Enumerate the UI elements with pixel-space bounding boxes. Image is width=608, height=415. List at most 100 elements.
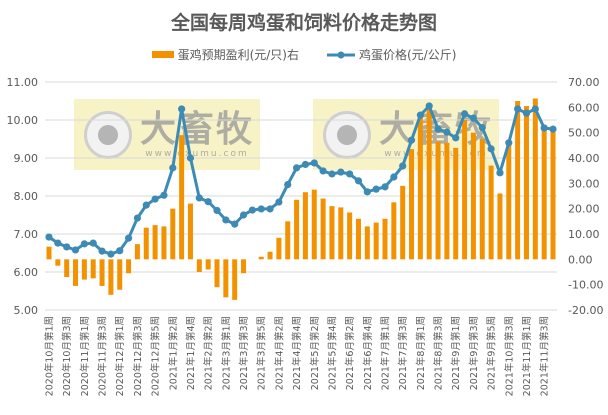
egg-price-marker bbox=[487, 145, 495, 153]
profit-bar bbox=[117, 259, 123, 290]
profit-bar bbox=[232, 259, 238, 300]
egg-price-marker bbox=[89, 239, 97, 247]
profit-bar bbox=[550, 127, 556, 260]
egg-price-marker bbox=[452, 134, 460, 142]
egg-price-marker bbox=[151, 195, 159, 203]
left-axis-tick: 8.00 bbox=[14, 190, 39, 203]
x-axis-tick: 2021年4月第4周 bbox=[291, 316, 303, 390]
egg-price-marker bbox=[292, 164, 301, 172]
egg-price-marker bbox=[133, 214, 142, 222]
left-axis-tick: 5.00 bbox=[14, 304, 39, 317]
watermark-url: www.dxumu.com bbox=[145, 148, 249, 159]
egg-price-marker bbox=[399, 162, 407, 170]
legend-item-profit: 蛋鸡预期盈利(元/只)右 bbox=[151, 46, 299, 63]
profit-bar bbox=[179, 135, 185, 260]
profit-bar bbox=[409, 149, 415, 260]
right-axis-tick: 50.00 bbox=[568, 127, 600, 140]
x-axis-tick: 2021年3月第3周 bbox=[238, 316, 250, 390]
egg-price-marker bbox=[204, 198, 212, 206]
profit-bar bbox=[391, 202, 397, 260]
profit-bar bbox=[241, 259, 247, 274]
egg-price-marker bbox=[319, 167, 327, 175]
egg-price-marker bbox=[248, 206, 256, 214]
x-axis-tick: 2021年3月第5周 bbox=[256, 316, 268, 390]
egg-price-marker bbox=[522, 109, 531, 117]
egg-price-marker bbox=[222, 216, 230, 224]
legend-item-price: 鸡蛋价格(元/公斤) bbox=[327, 46, 456, 63]
left-axis-tick: 10.00 bbox=[7, 114, 39, 127]
egg-price-marker bbox=[275, 198, 283, 206]
profit-bar bbox=[126, 259, 132, 274]
profit-bar bbox=[302, 192, 308, 260]
profit-bar bbox=[453, 147, 459, 260]
egg-price-marker bbox=[407, 136, 416, 144]
x-axis-tick: 2020年12月第1周 bbox=[114, 316, 126, 396]
x-axis-tick: 2021年9月第3周 bbox=[468, 316, 480, 390]
egg-price-marker bbox=[363, 188, 371, 196]
x-axis-tick: 2021年5月第2周 bbox=[309, 316, 321, 390]
profit-bar bbox=[258, 256, 264, 260]
profit-bar bbox=[81, 259, 87, 280]
egg-price-marker bbox=[416, 111, 424, 119]
x-axis-tick: 2021年11月第1周 bbox=[521, 316, 533, 396]
egg-price-marker bbox=[195, 194, 203, 202]
right-axis-tick: -20.00 bbox=[568, 304, 603, 317]
watermark-url: www.dxumu.com bbox=[384, 149, 487, 159]
profit-bar bbox=[73, 259, 79, 286]
profit-bar bbox=[161, 226, 167, 260]
x-axis-tick: 2021年11月第3周 bbox=[539, 316, 551, 396]
legend-line-marker-icon bbox=[327, 51, 355, 58]
profit-bar bbox=[470, 132, 476, 260]
x-axis-tick: 2021年5月第4周 bbox=[326, 316, 338, 390]
profit-bar bbox=[170, 208, 176, 260]
egg-price-marker bbox=[549, 125, 557, 133]
right-axis-tick: 10.00 bbox=[568, 228, 600, 241]
legend-label-price: 鸡蛋价格(元/公斤) bbox=[359, 48, 457, 62]
x-axis-tick: 2021年8月第3周 bbox=[433, 316, 445, 390]
profit-bar bbox=[338, 207, 344, 260]
x-axis-tick: 2020年10月第1周 bbox=[44, 316, 56, 396]
egg-price-marker bbox=[328, 170, 336, 178]
x-axis-tick: 2020年10月第3周 bbox=[61, 316, 73, 396]
egg-price-marker bbox=[178, 105, 186, 113]
x-axis-tick: 2021年8月第1周 bbox=[415, 316, 427, 390]
egg-price-marker bbox=[381, 183, 389, 191]
egg-price-marker bbox=[54, 239, 62, 247]
egg-price-marker bbox=[124, 234, 133, 242]
left-axis-tick: 9.00 bbox=[14, 152, 39, 165]
x-axis-tick: 2021年3月第1周 bbox=[220, 316, 232, 390]
profit-bar bbox=[99, 259, 105, 286]
egg-price-marker bbox=[71, 246, 80, 254]
egg-price-marker bbox=[354, 177, 363, 185]
profit-bar bbox=[276, 237, 282, 260]
egg-price-line bbox=[48, 104, 554, 256]
egg-price-marker bbox=[434, 125, 442, 133]
profit-bar bbox=[294, 199, 300, 260]
right-axis-tick: 70.00 bbox=[568, 76, 600, 89]
profit-bar bbox=[320, 198, 326, 260]
egg-price-marker bbox=[284, 181, 292, 189]
egg-price-marker bbox=[310, 159, 318, 167]
profit-bar bbox=[152, 225, 158, 260]
profit-bar bbox=[532, 98, 538, 260]
egg-price-marker bbox=[80, 240, 88, 248]
egg-price-marker bbox=[337, 168, 345, 176]
profit-bar bbox=[134, 244, 140, 260]
profit-bar bbox=[108, 259, 114, 295]
profit-bar bbox=[373, 222, 379, 260]
legend-bar-swatch-icon bbox=[151, 51, 174, 58]
egg-price-marker bbox=[346, 170, 354, 178]
profit-bar bbox=[364, 226, 370, 260]
x-axis-tick: 2021年1月第2周 bbox=[167, 316, 179, 390]
egg-price-marker bbox=[425, 102, 433, 110]
egg-price-marker bbox=[540, 124, 548, 132]
profit-bar bbox=[214, 259, 220, 288]
x-axis-tick: 2021年9月第1周 bbox=[450, 316, 462, 390]
profit-bar bbox=[347, 212, 353, 260]
x-axis-tick: 2020年12月第5周 bbox=[150, 316, 162, 396]
profit-bar bbox=[479, 139, 485, 260]
egg-price-marker bbox=[107, 250, 115, 258]
x-axis-tick: 2021年6月第2周 bbox=[344, 316, 356, 390]
